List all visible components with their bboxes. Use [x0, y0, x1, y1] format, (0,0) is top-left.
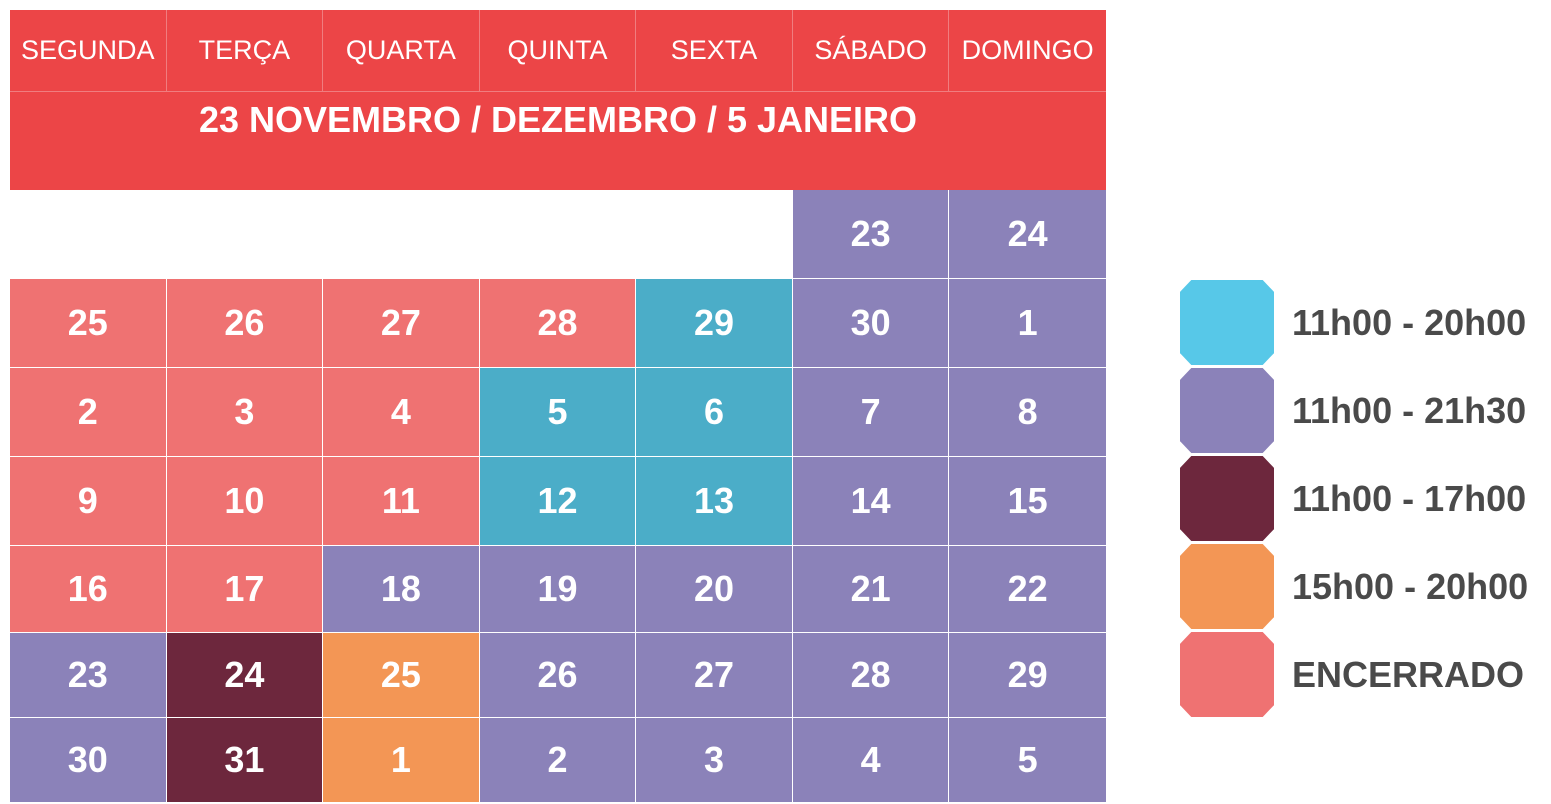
legend-item: 11h00 - 21h30 — [1180, 368, 1551, 453]
day-cell: 15 — [949, 457, 1106, 545]
week-row: 25 26 27 28 29 30 1 — [10, 279, 1106, 368]
day-cell: 29 — [949, 633, 1106, 717]
week-row: 9 10 11 12 13 14 15 — [10, 457, 1106, 546]
day-cell: 25 — [10, 279, 167, 367]
day-cell: 5 — [949, 718, 1106, 802]
day-cell: 1 — [323, 718, 480, 802]
day-cell: 22 — [949, 546, 1106, 632]
legend-item: 11h00 - 20h00 — [1180, 280, 1551, 365]
day-cell: 28 — [792, 633, 950, 717]
empty-day-cell — [636, 190, 793, 278]
day-cell: 25 — [323, 633, 480, 717]
day-cell: 6 — [636, 368, 793, 456]
day-cell: 4 — [792, 718, 950, 802]
day-cell: 9 — [10, 457, 167, 545]
weekday-label: SÁBADO — [793, 10, 950, 91]
day-cell: 10 — [166, 457, 324, 545]
week-row: 30 31 1 2 3 4 5 — [10, 718, 1106, 803]
weekday-header: SEGUNDA TERÇA QUARTA QUINTA SEXTA SÁBADO DOMIN… — [10, 10, 1106, 91]
day-cell: 27 — [323, 279, 480, 367]
day-cell: 30 — [792, 279, 950, 367]
weekday-label: SEXTA — [636, 10, 793, 91]
legend-swatch — [1180, 456, 1274, 541]
empty-day-cell — [10, 190, 167, 278]
day-cell: 26 — [479, 633, 637, 717]
legend-item: 15h00 - 20h00 — [1180, 544, 1551, 629]
day-cell: 17 — [166, 546, 324, 632]
week-row: 23 24 25 26 27 28 29 — [10, 633, 1106, 718]
day-cell: 7 — [792, 368, 950, 456]
day-cell: 31 — [166, 718, 324, 802]
week-row: 16 17 18 19 20 21 22 — [10, 546, 1106, 633]
day-cell: 4 — [323, 368, 480, 456]
day-cell: 14 — [792, 457, 950, 545]
day-cell: 29 — [636, 279, 793, 367]
legend-label: 11h00 - 20h00 — [1292, 301, 1527, 343]
day-cell: 26 — [166, 279, 324, 367]
day-cell: 20 — [636, 546, 793, 632]
legend-item: 11h00 - 17h00 — [1180, 456, 1551, 541]
day-cell: 30 — [10, 718, 167, 802]
schedule-calendar: SEGUNDA TERÇA QUARTA QUINTA SEXTA SÁBADO DOMIN… — [10, 10, 1106, 803]
day-cell: 21 — [792, 546, 950, 632]
day-cell: 1 — [949, 279, 1106, 367]
legend-label: 15h00 - 20h00 — [1292, 565, 1529, 607]
day-cell: 28 — [479, 279, 637, 367]
day-cell: 8 — [949, 368, 1106, 456]
legend-label: ENCERRADO — [1292, 653, 1525, 695]
period-title: 23 NOVEMBRO / DEZEMBRO / 5 JANEIRO — [10, 91, 1106, 190]
legend-swatch — [1180, 280, 1274, 365]
legend-swatch — [1180, 632, 1274, 717]
legend-swatch — [1180, 544, 1274, 629]
day-cell: 3 — [636, 718, 793, 802]
empty-day-cell — [166, 190, 324, 278]
weekday-label: QUARTA — [323, 10, 480, 91]
weekday-label: TERÇA — [167, 10, 324, 91]
weekday-label: SEGUNDA — [10, 10, 167, 91]
day-cell: 23 — [792, 190, 950, 278]
weekday-label: DOMINGO — [961, 35, 1094, 65]
day-cell: 24 — [949, 190, 1106, 278]
legend-item: ENCERRADO — [1180, 632, 1551, 717]
day-cell: 13 — [636, 457, 793, 545]
day-cell: 2 — [479, 718, 637, 802]
day-cell: 18 — [323, 546, 480, 632]
day-cell: 11 — [323, 457, 480, 545]
weekday-label: QUINTA — [480, 10, 637, 91]
calendar-grid: 23 24 25 26 27 28 29 30 1 2 3 4 5 6 7 8 9 10 11 12 13 14 15 16 1… — [10, 190, 1106, 803]
day-cell: 2 — [10, 368, 167, 456]
day-cell: 19 — [479, 546, 637, 632]
day-cell: 5 — [479, 368, 637, 456]
empty-day-cell — [323, 190, 480, 278]
legend-swatch — [1180, 368, 1274, 453]
legend-label: 11h00 - 17h00 — [1292, 477, 1527, 519]
empty-day-cell — [479, 190, 637, 278]
week-row: 23 24 — [10, 190, 1106, 279]
day-cell: 3 — [166, 368, 324, 456]
day-cell: 12 — [479, 457, 637, 545]
legend-label: 11h00 - 21h30 — [1292, 389, 1527, 431]
day-cell: 16 — [10, 546, 167, 632]
day-cell: 24 — [166, 633, 324, 717]
day-cell: 23 — [10, 633, 167, 717]
day-cell: 27 — [636, 633, 793, 717]
